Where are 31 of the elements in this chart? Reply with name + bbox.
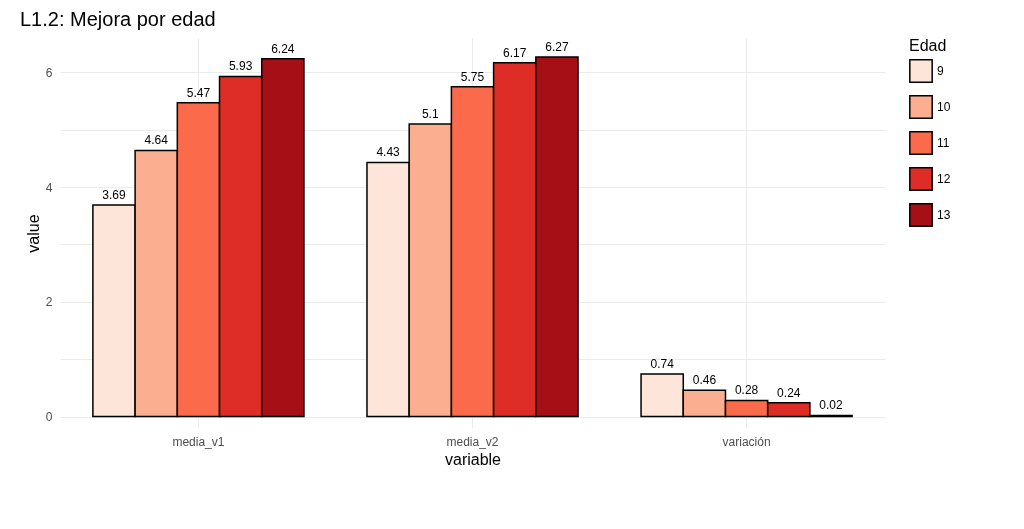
- data-label: 4.43: [376, 145, 401, 160]
- legend-label: 13: [937, 208, 951, 222]
- data-label: 5.93: [228, 59, 253, 74]
- chart-title: L1.2: Mejora por edad: [20, 8, 216, 30]
- x-axis-title: variable: [444, 450, 502, 468]
- data-label: 0.02: [819, 398, 844, 413]
- legend-label: 9: [937, 64, 944, 78]
- legend-label: 12: [937, 172, 951, 186]
- data-label: 0.46: [692, 373, 717, 388]
- y-axis-title: value: [24, 214, 42, 253]
- y-tick-label: 4: [45, 180, 53, 195]
- y-tick-label: 2: [45, 295, 53, 310]
- legend-label: 11: [937, 136, 950, 150]
- data-label: 5.1: [421, 107, 439, 122]
- data-label: 3.69: [102, 187, 126, 202]
- data-label: 6.17: [503, 45, 527, 60]
- x-tick-label: media_v1: [172, 434, 225, 449]
- data-label: 0.74: [650, 357, 675, 372]
- y-tick-label: 6: [45, 65, 53, 80]
- data-label: 6.24: [271, 41, 295, 56]
- legend-label: 10: [937, 100, 951, 114]
- y-tick-label: 0: [45, 410, 53, 425]
- data-label: 6.27: [545, 39, 569, 54]
- data-label: 5.47: [186, 85, 211, 100]
- data-label: 5.75: [460, 69, 485, 84]
- data-label: 0.28: [734, 383, 759, 398]
- data-label: 4.64: [144, 133, 169, 148]
- x-tick-label: media_v2: [446, 434, 499, 449]
- legend-title: Edad: [909, 37, 947, 54]
- x-tick-label: variación: [722, 434, 771, 449]
- data-label: 0.24: [777, 385, 801, 400]
